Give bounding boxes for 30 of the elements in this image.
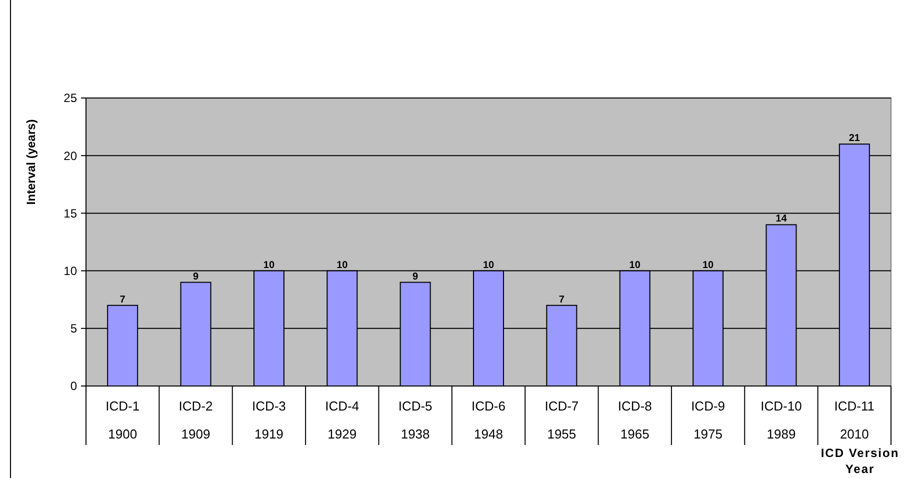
x-tick-label: ICD-5 1938 [398,398,432,442]
x-tick-label: ICD-8 1965 [618,398,652,442]
data-label: 14 [776,214,788,225]
y-axis-title: Interval (years) [24,119,38,205]
y-tick-label: 15 [64,206,78,220]
x-tick-label: ICD-2 1909 [178,398,213,442]
data-label: 9 [412,271,419,282]
y-tick-label: 0 [70,379,78,394]
x-tick-label: ICD-11 2010 [834,398,875,442]
y-tick-label: 20 [64,148,78,163]
data-label: 10 [336,260,348,271]
data-label: 10 [629,260,641,271]
data-label: 10 [263,260,275,271]
x-tick-label: ICD-1 1900 [106,398,140,442]
x-tick-label: ICD-6 1948 [472,398,506,442]
x-tick-label: ICD-3 1919 [252,398,286,442]
x-tick-label: ICD-7 1955 [544,398,579,442]
y-tick-label: 25 [64,91,78,106]
data-label: 10 [482,260,494,271]
x-tick-label: ICD-9 1975 [691,398,726,442]
x-tick-label: ICD-10 1989 [760,398,802,442]
x-axis-title: ICD Version Year [820,446,900,476]
data-label: 9 [192,271,199,282]
y-tick-label: 5 [70,322,78,336]
data-label: 7 [120,294,126,306]
y-tick-label: 10 [64,264,78,278]
data-label: 21 [848,133,860,144]
data-label: 7 [558,294,565,306]
data-label: 10 [702,260,714,271]
x-tick-label: ICD-4 1929 [325,398,360,442]
